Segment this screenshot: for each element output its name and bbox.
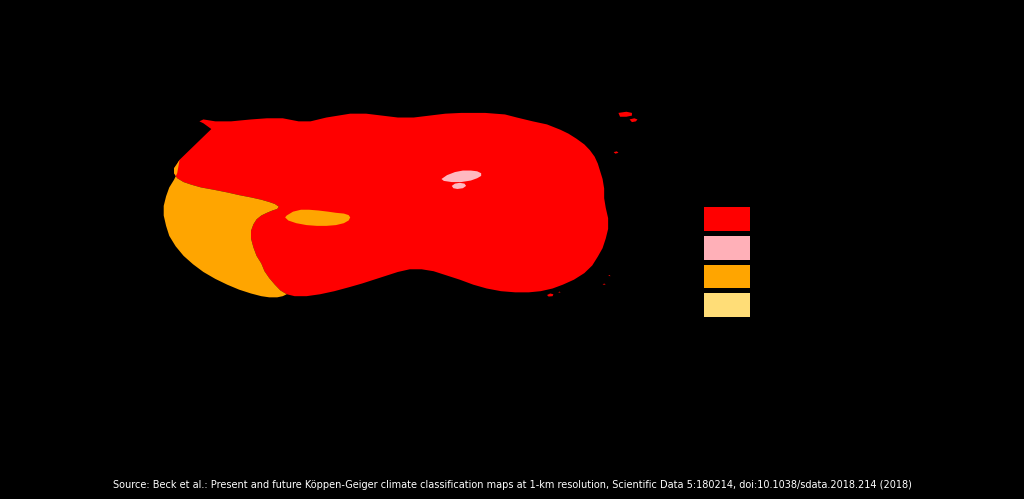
Polygon shape (613, 151, 618, 154)
Bar (705, 293, 751, 317)
Polygon shape (285, 210, 350, 226)
Polygon shape (164, 160, 287, 297)
Polygon shape (608, 275, 610, 276)
Polygon shape (558, 291, 560, 293)
Polygon shape (547, 293, 553, 296)
Bar (705, 207, 751, 231)
Bar (705, 264, 751, 288)
Polygon shape (602, 283, 606, 284)
Polygon shape (618, 112, 632, 117)
Bar (705, 236, 751, 259)
Polygon shape (441, 171, 481, 182)
Text: Source: Beck et al.: Present and future Köppen-Geiger climate classification map: Source: Beck et al.: Present and future … (113, 480, 911, 490)
Polygon shape (452, 183, 466, 189)
Polygon shape (174, 113, 608, 296)
Polygon shape (630, 118, 638, 122)
